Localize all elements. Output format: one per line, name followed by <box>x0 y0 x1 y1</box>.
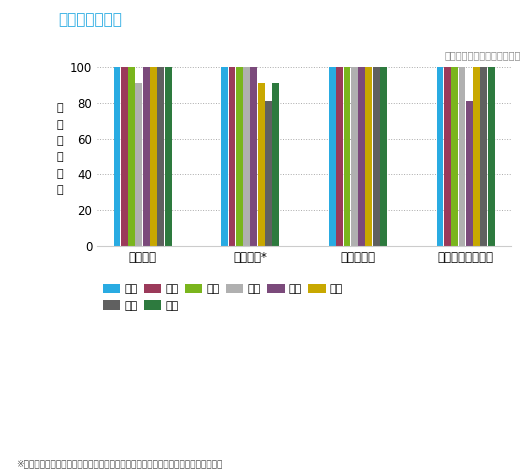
Bar <box>473 67 480 246</box>
Bar <box>358 67 365 246</box>
Bar <box>250 67 257 246</box>
Bar <box>459 67 466 246</box>
Text: ８年間効力試験: ８年間効力試験 <box>58 12 122 27</box>
Bar <box>236 67 242 246</box>
Bar <box>488 67 494 246</box>
Bar <box>265 101 272 246</box>
Bar <box>128 67 135 246</box>
Bar <box>380 67 387 246</box>
Bar <box>329 67 336 246</box>
Y-axis label: 防
除
率
（
％
）: 防 除 率 （ ％ ） <box>56 103 63 195</box>
Bar <box>157 67 164 246</box>
Bar <box>437 67 443 246</box>
Bar <box>366 67 372 246</box>
Bar <box>451 67 458 246</box>
Bar <box>343 67 350 246</box>
Bar <box>466 101 472 246</box>
Bar <box>243 67 250 246</box>
Text: 試験機関：米国農務省林野局: 試験機関：米国農務省林野局 <box>444 50 521 60</box>
Bar <box>336 67 343 246</box>
Bar <box>228 67 235 246</box>
Bar <box>272 83 279 246</box>
Bar <box>221 67 228 246</box>
Text: ※非処理区画のシロアリが処理区画への侵入の阻止が５年後以降されていなかった。: ※非処理区画のシロアリが処理区画への侵入の阻止が５年後以降されていなかった。 <box>16 459 222 468</box>
Bar <box>480 67 487 246</box>
Bar <box>444 67 451 246</box>
Bar <box>114 67 120 246</box>
Bar <box>121 67 128 246</box>
Legend: ７年, ８年: ７年, ８年 <box>103 301 179 311</box>
Bar <box>351 67 358 246</box>
Bar <box>150 67 157 246</box>
Bar <box>136 83 142 246</box>
Bar <box>165 67 171 246</box>
Bar <box>258 83 265 246</box>
Bar <box>373 67 380 246</box>
Bar <box>143 67 149 246</box>
